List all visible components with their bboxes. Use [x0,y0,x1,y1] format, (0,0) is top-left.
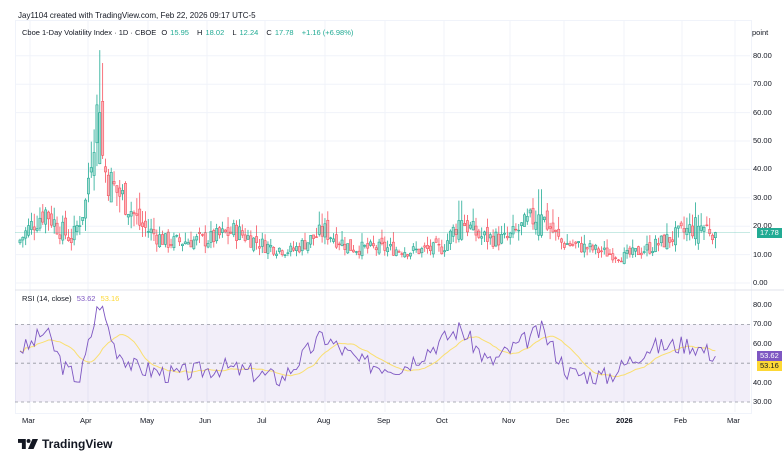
time-tick: 2026 [616,416,633,425]
high-value: 18.02 [205,28,225,37]
price-tick: 80.00 [753,50,772,60]
rsi-ma-line [19,333,716,378]
rsi-value-tag: 53.62 [757,351,782,361]
last-price-tag: 17.78 [757,228,782,238]
chart-frame [15,20,752,414]
rsi-value: 53.62 [76,294,96,303]
close-value: 17.78 [274,28,294,37]
low-value: 12.24 [239,28,259,37]
rsi-tick: 70.00 [753,319,772,329]
time-tick: Aug [317,416,331,425]
price-tick: 40.00 [753,164,772,174]
time-tick: Nov [502,416,516,425]
open-value: 15.95 [170,28,189,37]
rsi-tick: 60.00 [753,338,772,348]
price-tick: 50.00 [753,136,772,145]
time-tick: Jul [257,416,267,425]
price-tick: 60.00 [753,107,772,117]
rsi-legend: RSI (14, close) 53.62 53.16 [22,294,119,303]
price-tick: 0.00 [753,278,768,287]
time-tick: Mar [22,416,35,425]
time-tick: Feb [674,416,687,425]
rsi-tick: 30.00 [753,397,772,406]
rsi-tick: 80.00 [753,300,772,309]
time-tick: Mar [727,416,740,425]
change-value: +1.16 (+6.98%) [301,28,354,37]
time-tick: Sep [377,416,391,425]
rsi-ma-value: 53.16 [100,294,120,303]
price-tick: 70.00 [753,79,772,89]
symbol-legend: Cboe 1-Day Volatility Index · 1D · CBOE … [22,28,354,37]
rsi-title[interactable]: RSI (14, close) [22,294,72,303]
time-tick: Oct [436,416,448,425]
time-tick: Apr [80,416,92,425]
rsi-ma-tag: 53.16 [757,361,782,371]
price-tick: 30.00 [753,192,772,202]
time-tick: Dec [556,416,570,425]
symbol-name[interactable]: Cboe 1-Day Volatility Index · 1D · CBOE [22,28,157,37]
time-tick: May [140,416,155,425]
rsi-line [19,305,716,387]
tradingview-logo: TradingView [18,437,112,451]
price-tick: 20.00 [753,221,772,231]
rsi-tick: 40.00 [753,377,772,387]
price-tick: 10.00 [753,249,772,259]
time-tick: Jun [199,416,212,425]
candles [18,50,717,265]
author-credit: Jay1104 created with TradingView.com, Fe… [18,11,256,20]
price-axis-unit: point [752,28,769,37]
tradingview-logo-icon [18,439,38,449]
